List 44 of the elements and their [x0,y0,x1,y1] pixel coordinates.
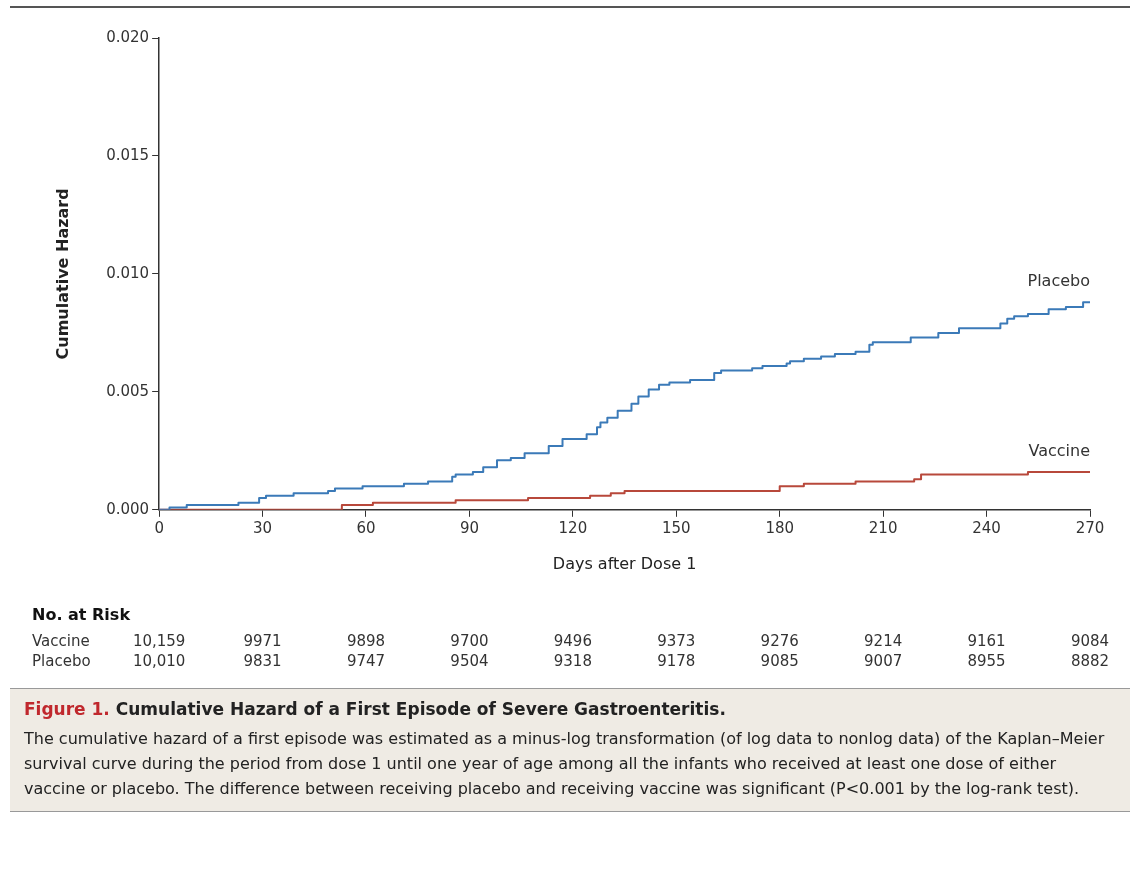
x-axis-title: Days after Dose 1 [552,553,697,573]
text: 9898 [346,631,386,650]
text: 9700 [450,631,489,650]
text: 10,159 [132,631,186,650]
text: 9214 [864,631,903,650]
text: 9007 [864,651,903,670]
text: 8882 [1070,651,1110,670]
text: 9831 [243,651,282,670]
x-tick-label: 180 [765,518,795,537]
text: 9496 [553,631,592,650]
text: 9971 [243,631,282,650]
text: 9373 [657,631,696,650]
series-label: Placebo [1027,271,1090,291]
y-tick-label: 0.010 [106,263,150,282]
x-tick-label: 0 [154,518,164,537]
y-tick-label: 0.020 [106,27,150,46]
y-tick-label: 0.005 [106,381,150,400]
x-tick-label: 210 [868,518,898,537]
text: 9084 [1070,631,1110,650]
text: 9747 [346,651,386,670]
y-axis-title: Cumulative Hazard [52,188,72,360]
text: 8955 [967,651,1006,670]
text: 9161 [967,631,1006,650]
text: 9178 [657,651,696,670]
text: Vaccine [32,631,90,650]
x-tick-label: 240 [972,518,1001,537]
x-tick-label: 270 [1075,518,1105,537]
y-tick-label: 0.015 [106,145,150,164]
text: Figure 1. Cumulative Hazard of a First Episode of Severe Gastroenteritis. [24,699,727,719]
x-tick-label: 30 [253,518,273,537]
text: 9318 [553,651,592,670]
x-tick-label: 60 [356,518,376,537]
text: No. at Risk [32,604,131,624]
text: 9085 [760,651,799,670]
y-tick-label: 0.000 [106,499,150,518]
text: 9276 [760,631,799,650]
series-label: Vaccine [1028,441,1090,461]
text: 10,010 [132,651,186,670]
x-tick-label: 150 [661,518,691,537]
text: The cumulative hazard of a first episode was estimated as a minus-log transformation (of log data to nonlog data) of the Kaplan–Meier survival curve during the period from dose 1 until one year of age among all the infants who received at least one dose of either vaccine or placebo. The difference between receiving placebo and receiving vaccine was significant (P<0.001 by the log-rank test). [24,728,1106,800]
text: Placebo [32,651,91,670]
text: 9504 [450,651,489,670]
x-tick-label: 90 [459,518,479,537]
x-tick-label: 120 [558,518,588,537]
